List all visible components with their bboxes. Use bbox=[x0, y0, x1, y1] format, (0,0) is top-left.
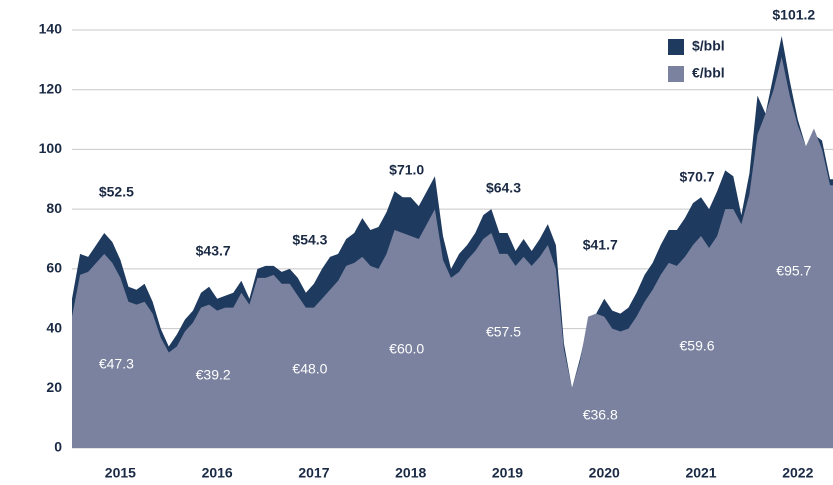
usd-annotation: $52.5 bbox=[99, 184, 134, 200]
y-tick-label: 140 bbox=[39, 21, 63, 37]
y-tick-label: 100 bbox=[39, 140, 63, 156]
eur-annotation: €60.0 bbox=[389, 341, 424, 357]
y-tick-label: 0 bbox=[54, 439, 62, 455]
eur-annotation: €95.7 bbox=[776, 263, 811, 279]
legend-swatch bbox=[668, 39, 684, 55]
y-tick-label: 120 bbox=[39, 80, 63, 96]
eur-annotation: €39.2 bbox=[196, 367, 231, 383]
y-tick-label: 60 bbox=[46, 260, 62, 276]
x-tick-label: 2018 bbox=[395, 465, 426, 481]
usd-annotation: $71.0 bbox=[389, 162, 424, 178]
legend-label: €/bbl bbox=[692, 65, 725, 81]
x-tick-label: 2021 bbox=[685, 465, 716, 481]
y-tick-label: 80 bbox=[46, 200, 62, 216]
y-tick-label: 20 bbox=[46, 379, 62, 395]
usd-annotation: $101.2 bbox=[772, 7, 815, 23]
eur-annotation: €48.0 bbox=[292, 361, 327, 377]
usd-annotation: $43.7 bbox=[196, 243, 231, 259]
x-tick-label: 2015 bbox=[105, 465, 136, 481]
legend-label: $/bbl bbox=[692, 38, 725, 54]
usd-annotation: $70.7 bbox=[680, 169, 715, 185]
eur-annotation: €36.8 bbox=[583, 407, 618, 423]
x-tick-label: 2022 bbox=[782, 465, 813, 481]
eur-annotation: €59.6 bbox=[680, 338, 715, 354]
usd-annotation: $54.3 bbox=[292, 232, 327, 248]
x-tick-label: 2017 bbox=[298, 465, 329, 481]
x-tick-label: 2020 bbox=[589, 465, 620, 481]
usd-annotation: $41.7 bbox=[583, 237, 618, 253]
area bbox=[72, 56, 833, 448]
usd-annotation: $64.3 bbox=[486, 180, 521, 196]
x-tick-label: 2019 bbox=[492, 465, 523, 481]
eur-annotation: €57.5 bbox=[486, 324, 521, 340]
legend-swatch bbox=[668, 66, 684, 82]
eur-annotation: €47.3 bbox=[99, 356, 134, 372]
x-tick-label: 2016 bbox=[202, 465, 233, 481]
y-tick-label: 40 bbox=[46, 319, 62, 335]
